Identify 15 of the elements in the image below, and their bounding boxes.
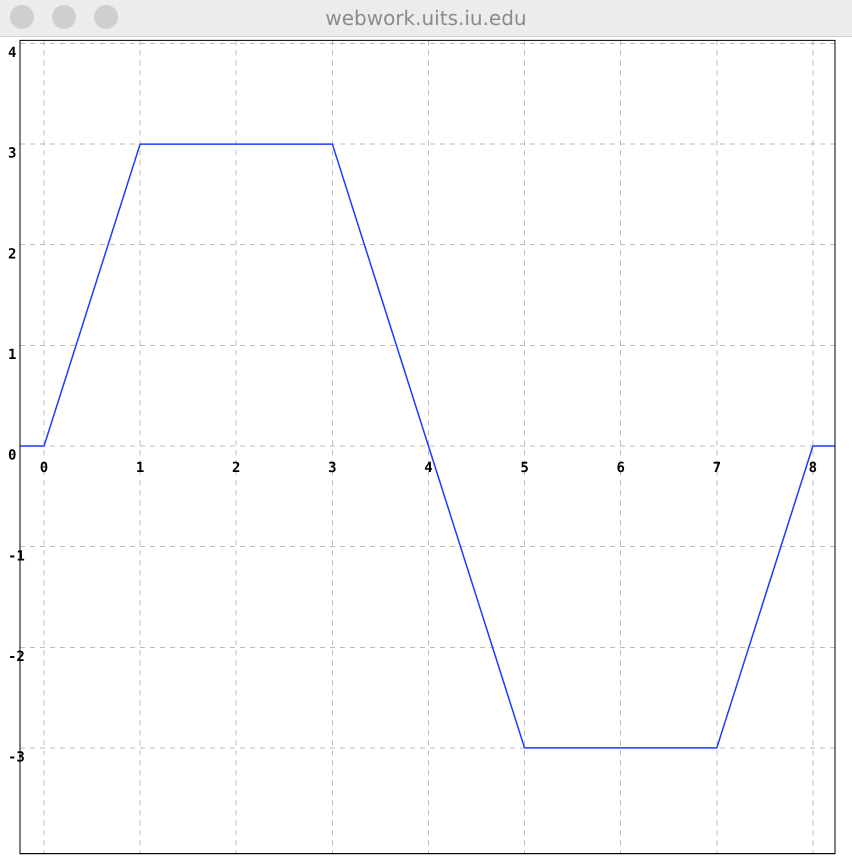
- x-tick-label: 2: [232, 460, 240, 476]
- x-tick-label: 3: [328, 460, 337, 476]
- y-tick-label: 2: [8, 246, 16, 262]
- y-tick-label: 4: [8, 45, 16, 62]
- y-tick-label: 0: [8, 448, 16, 464]
- text: webwork.uits.iu.edu: [324, 6, 528, 30]
- y-tick-label: 3: [8, 146, 16, 162]
- x-tick-label: 8: [808, 460, 818, 476]
- x-tick-label: 6: [616, 460, 625, 476]
- x-tick-label: 0: [40, 460, 48, 476]
- x-tick-label: 1: [136, 460, 144, 476]
- x-tick-label: 4: [424, 460, 433, 476]
- y-tick-label: 1: [8, 346, 16, 363]
- x-tick-label: 7: [712, 460, 722, 476]
- x-tick-label: 5: [520, 460, 529, 476]
